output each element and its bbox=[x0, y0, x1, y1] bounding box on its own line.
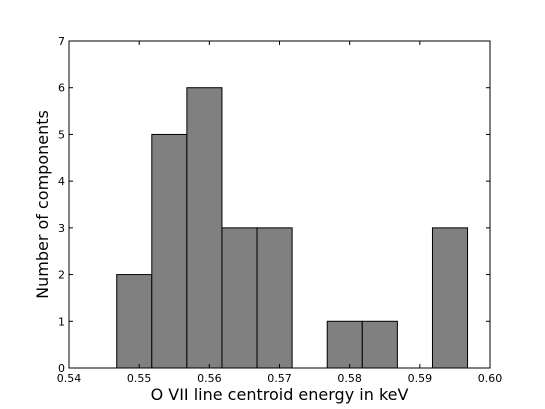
histogram-bar bbox=[361, 320, 398, 369]
histogram-bar bbox=[151, 133, 188, 369]
y-tick-label: 5 bbox=[58, 128, 65, 141]
x-tick-label: 0.59 bbox=[408, 372, 433, 385]
histogram-bar bbox=[116, 274, 153, 369]
y-tick-label: 3 bbox=[58, 222, 65, 235]
x-tick-label: 0.57 bbox=[267, 372, 292, 385]
bars-group bbox=[116, 87, 469, 369]
y-tick-label: 7 bbox=[58, 35, 65, 48]
x-tick-label: 0.58 bbox=[337, 372, 362, 385]
x-tick-label: 0.55 bbox=[127, 372, 152, 385]
y-tick-label: 4 bbox=[58, 175, 65, 188]
histogram-bar bbox=[186, 87, 223, 369]
histogram-bar bbox=[221, 227, 258, 369]
histogram-bar bbox=[256, 227, 293, 369]
ticks-group: 0.54 0.55 0.56 0.57 0.58 0.59 0.60 0 1 2 3 4 5 6 7 bbox=[57, 35, 503, 385]
y-tick-label: 1 bbox=[58, 315, 65, 328]
y-axis-label: Number of components bbox=[33, 110, 52, 299]
histogram-bar bbox=[326, 320, 363, 369]
y-tick-label: 0 bbox=[58, 362, 65, 375]
x-axis-label: O VII line centroid energy in keV bbox=[151, 385, 409, 404]
x-tick-label: 0.54 bbox=[57, 372, 82, 385]
x-tick-label: 0.60 bbox=[478, 372, 503, 385]
histogram-bar bbox=[431, 227, 469, 369]
y-tick-label: 2 bbox=[58, 269, 65, 282]
y-tick-label: 6 bbox=[58, 82, 65, 95]
x-tick-label: 0.56 bbox=[197, 372, 222, 385]
